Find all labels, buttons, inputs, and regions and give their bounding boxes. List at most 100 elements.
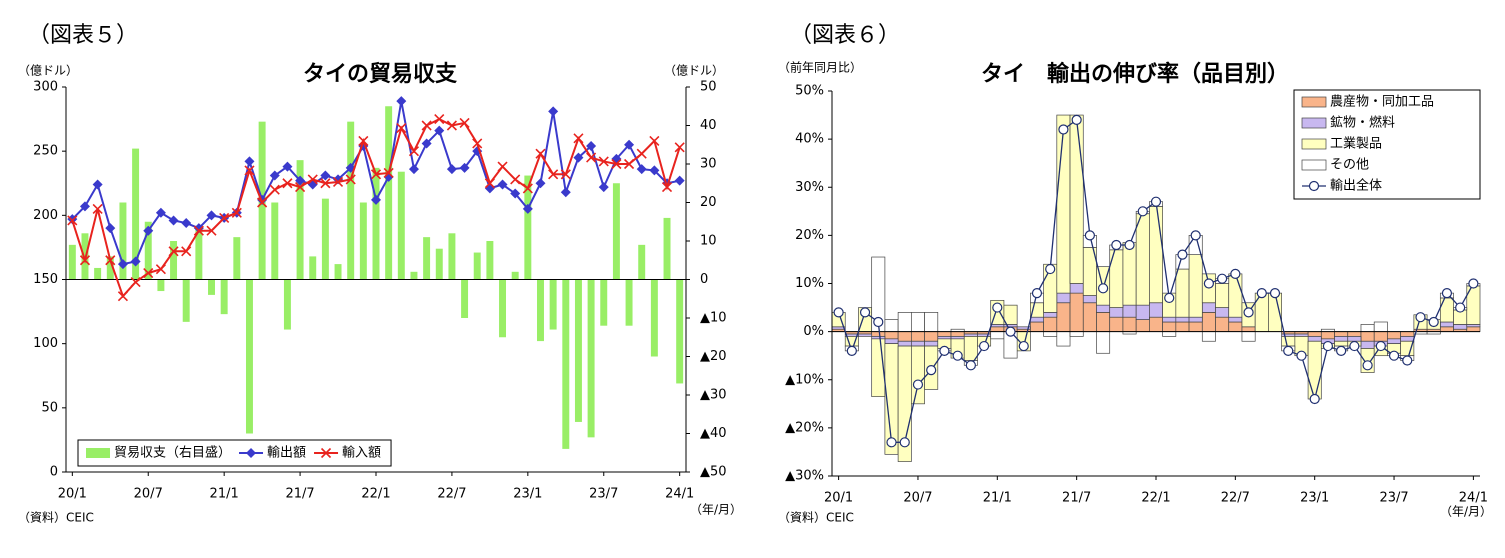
bar <box>1201 331 1216 342</box>
marker <box>181 218 192 229</box>
marker <box>992 302 1003 313</box>
y2-tick-label: ▲30 <box>700 388 727 403</box>
bar <box>372 167 380 280</box>
bar <box>461 279 469 318</box>
marker <box>1111 239 1122 251</box>
marker <box>421 138 432 149</box>
y-tick-label: 10% <box>795 276 824 291</box>
marker <box>446 164 457 175</box>
marker <box>1005 326 1016 337</box>
y-tick-label: ▲10% <box>785 372 824 387</box>
bar <box>119 202 127 280</box>
x-tick-label: 23/1 <box>1300 491 1329 506</box>
bar <box>1347 331 1362 337</box>
bar <box>245 279 253 434</box>
bar <box>884 331 899 340</box>
bar <box>511 271 519 280</box>
bar <box>1228 273 1243 318</box>
marker <box>269 184 280 195</box>
legend-swatch <box>1301 96 1327 108</box>
marker <box>1058 124 1069 135</box>
marker <box>206 210 217 221</box>
bar <box>625 279 633 326</box>
bar <box>1175 321 1190 332</box>
marker <box>219 212 230 223</box>
bar <box>1294 333 1309 337</box>
bar <box>385 106 393 280</box>
y2-tick-label: 20 <box>700 195 717 210</box>
marker <box>899 437 910 448</box>
marker <box>332 176 344 188</box>
figure-label: （図表６） <box>790 23 900 48</box>
marker <box>1031 288 1043 299</box>
bar <box>937 336 952 340</box>
bar <box>182 279 190 322</box>
marker <box>497 161 508 172</box>
marker <box>383 171 394 182</box>
bar <box>410 271 418 280</box>
x-tick-label: 20/7 <box>134 487 163 502</box>
marker <box>636 148 647 159</box>
bar <box>1334 331 1349 337</box>
bar <box>600 279 608 326</box>
bar <box>1228 316 1243 323</box>
marker <box>92 203 103 214</box>
bar <box>208 279 215 295</box>
bar <box>1096 312 1111 332</box>
legend-swatch <box>86 448 110 458</box>
bar <box>1215 316 1230 332</box>
chart-title: タイの貿易収支 <box>303 62 458 87</box>
x-tick-label: 23/7 <box>1379 491 1408 506</box>
bar <box>1307 331 1322 337</box>
marker <box>282 178 293 189</box>
marker <box>206 225 217 236</box>
marker <box>1375 340 1386 352</box>
y-tick-label: 150 <box>33 272 58 287</box>
marker <box>257 197 268 208</box>
bar <box>1201 302 1216 313</box>
bar <box>1162 321 1177 332</box>
marker <box>358 135 369 146</box>
marker <box>548 106 559 117</box>
bar <box>1387 331 1402 340</box>
bar <box>1201 312 1216 332</box>
x-tick-label: 23/1 <box>513 487 542 502</box>
marker <box>231 207 242 218</box>
marker <box>560 169 571 180</box>
bar <box>435 248 443 280</box>
marker <box>573 152 584 163</box>
bar <box>1016 326 1031 330</box>
marker <box>1269 288 1281 299</box>
bar <box>1135 213 1150 306</box>
bar <box>1215 307 1230 318</box>
marker <box>1455 302 1466 313</box>
marker <box>472 138 483 149</box>
marker <box>952 350 963 361</box>
bar <box>1175 316 1190 323</box>
bar <box>1360 340 1375 349</box>
marker <box>421 120 432 131</box>
marker <box>611 158 622 170</box>
bar <box>924 331 939 342</box>
y-axis-unit: （前年同月比） <box>778 60 862 75</box>
bar <box>1360 324 1375 332</box>
y-tick-label: ▲20% <box>785 420 824 435</box>
y2-tick-label: ▲50 <box>700 465 727 480</box>
marker <box>1402 355 1413 366</box>
bar <box>1188 321 1203 332</box>
bar <box>448 233 456 280</box>
bar <box>1360 331 1375 342</box>
marker <box>1124 239 1135 251</box>
bar <box>574 279 582 422</box>
bar <box>1334 336 1349 342</box>
bar <box>950 331 965 337</box>
marker <box>1045 263 1056 275</box>
marker <box>649 165 660 176</box>
bar <box>94 267 102 280</box>
bar <box>195 229 203 280</box>
source: （資料）CEIC <box>18 511 94 525</box>
bar <box>1466 324 1481 328</box>
marker <box>573 133 584 144</box>
marker <box>1098 283 1109 294</box>
x-tick-label: 23/7 <box>589 487 618 502</box>
